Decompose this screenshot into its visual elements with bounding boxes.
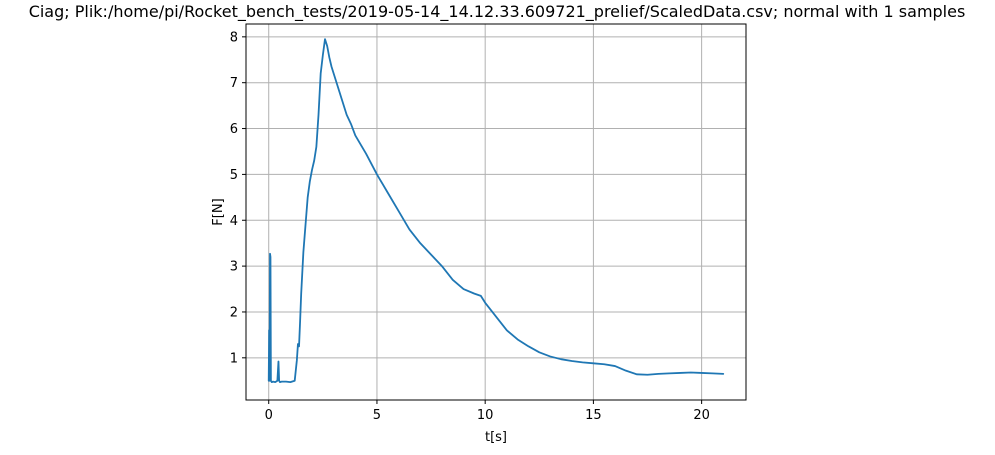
- x-axis-ticks: 0 5 10 15 20: [265, 400, 710, 423]
- y-tick-label: 3: [230, 260, 238, 275]
- y-tick-label: 4: [230, 214, 238, 229]
- y-axis-ticks: 1 2 3 4 5 6 7 8: [230, 30, 246, 366]
- series-line: [267, 38, 725, 384]
- y-axis-label: F[N]: [211, 198, 226, 225]
- x-tick-label: 15: [585, 408, 602, 423]
- x-axis-label: t[s]: [485, 430, 507, 445]
- chart-title: Ciag; Plik:/home/pi/Rocket_bench_tests/2…: [29, 2, 966, 22]
- x-tick-label: 10: [477, 408, 494, 423]
- axes-frame: [245, 23, 747, 401]
- grid: [246, 24, 746, 400]
- y-tick-label: 5: [230, 168, 238, 183]
- y-tick-label: 7: [230, 76, 238, 91]
- y-tick-label: 1: [230, 351, 238, 366]
- y-tick-label: 8: [230, 30, 238, 45]
- x-tick-label: 0: [265, 408, 273, 423]
- x-tick-label: 20: [693, 408, 710, 423]
- y-tick-label: 6: [230, 122, 238, 137]
- x-tick-label: 5: [373, 408, 381, 423]
- series-layer: [267, 38, 725, 384]
- y-tick-label: 2: [230, 305, 238, 320]
